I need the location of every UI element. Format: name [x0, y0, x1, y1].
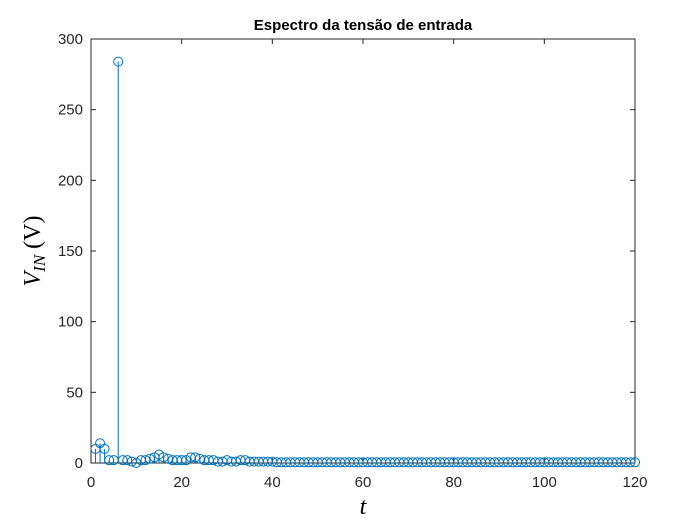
y-tick-label: 200 — [58, 172, 83, 189]
x-tick-label: 120 — [622, 474, 647, 491]
stem-marker — [122, 455, 133, 466]
stem-marker — [113, 56, 124, 67]
y-tick-label: 250 — [58, 102, 83, 119]
x-tick-label: 100 — [532, 474, 557, 491]
y-axis-ticks: 0 50 100 150 200 250 300 — [58, 31, 635, 472]
stem-series — [90, 56, 640, 468]
x-axis-ticks: 0 20 40 60 80 100 120 — [87, 39, 648, 491]
y-axis-label: VIN (V) — [20, 216, 49, 287]
x-tick-label: 80 — [445, 474, 462, 491]
stem-marker — [158, 452, 169, 463]
stem-marker — [190, 452, 201, 463]
y-tick-label: 0 — [75, 455, 83, 472]
y-axis-label-base: V — [20, 270, 46, 287]
stem-marker — [99, 443, 110, 454]
y-axis-label-subscript: IN — [30, 253, 49, 273]
x-axis-label: t — [360, 494, 368, 520]
chart-title: Espectro da tensão de entrada — [254, 17, 473, 34]
y-tick-label: 50 — [66, 384, 83, 401]
x-tick-label: 20 — [173, 474, 190, 491]
y-tick-label: 150 — [58, 243, 83, 260]
y-tick-label: 100 — [58, 314, 83, 331]
y-tick-label: 300 — [58, 31, 83, 48]
y-axis-label-unit: (V) — [20, 216, 46, 249]
plot-area: 0 20 40 60 80 100 120 0 50 100 150 200 250 300 — [58, 31, 648, 491]
stem-marker — [630, 457, 640, 468]
x-tick-label: 0 — [87, 474, 95, 491]
x-tick-label: 40 — [264, 474, 281, 491]
x-tick-label: 60 — [355, 474, 372, 491]
